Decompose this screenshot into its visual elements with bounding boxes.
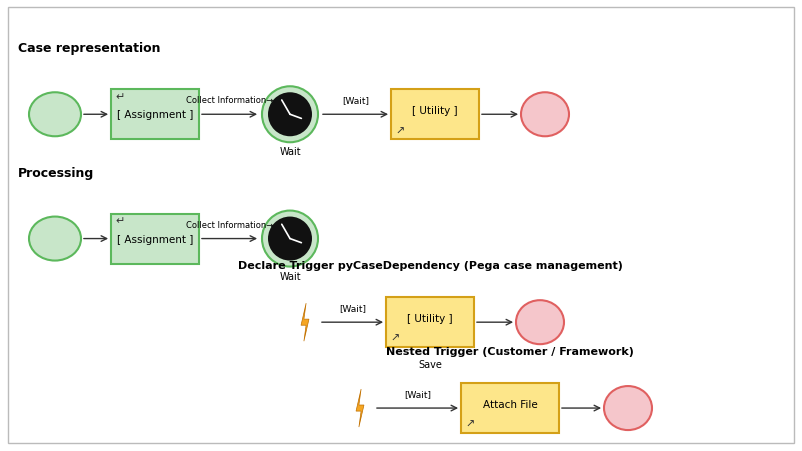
Text: Wait: Wait [279, 271, 301, 281]
Ellipse shape [521, 93, 569, 137]
Polygon shape [301, 304, 309, 341]
Text: [Wait]: [Wait] [404, 389, 431, 398]
FancyBboxPatch shape [111, 214, 199, 264]
Text: [ Utility ]: [ Utility ] [412, 106, 458, 116]
Text: Collect Information→: Collect Information→ [186, 220, 273, 229]
Ellipse shape [516, 300, 564, 345]
Text: Declare Trigger pyCaseDependency (Pega case management): Declare Trigger pyCaseDependency (Pega c… [237, 261, 622, 271]
Ellipse shape [262, 211, 318, 267]
Ellipse shape [29, 93, 81, 137]
Text: Collect Information→: Collect Information→ [186, 96, 273, 105]
Text: Wait: Wait [279, 147, 301, 157]
Text: [ Assignment ]: [ Assignment ] [117, 110, 193, 120]
Text: ↗: ↗ [465, 419, 474, 429]
FancyBboxPatch shape [461, 383, 559, 433]
Text: [Wait]: [Wait] [342, 96, 369, 105]
FancyBboxPatch shape [386, 298, 474, 347]
Text: Processing: Processing [18, 166, 95, 179]
Text: [ Utility ]: [ Utility ] [407, 313, 453, 323]
Text: Attach File: Attach File [483, 399, 537, 409]
Ellipse shape [604, 386, 652, 430]
Ellipse shape [268, 217, 312, 261]
Text: ↵: ↵ [115, 92, 124, 102]
FancyBboxPatch shape [111, 90, 199, 140]
Polygon shape [356, 389, 364, 427]
Text: ↵: ↵ [115, 216, 124, 226]
Text: ↗: ↗ [395, 126, 404, 136]
Text: [ Assignment ]: [ Assignment ] [117, 234, 193, 244]
Ellipse shape [262, 87, 318, 143]
Text: Save: Save [418, 359, 442, 369]
FancyBboxPatch shape [8, 8, 794, 443]
Ellipse shape [268, 93, 312, 137]
Text: ↗: ↗ [390, 333, 399, 343]
FancyBboxPatch shape [391, 90, 479, 140]
Ellipse shape [29, 217, 81, 261]
Text: Nested Trigger (Customer / Framework): Nested Trigger (Customer / Framework) [386, 346, 634, 356]
Text: [Wait]: [Wait] [339, 304, 366, 313]
Text: Case representation: Case representation [18, 42, 160, 55]
